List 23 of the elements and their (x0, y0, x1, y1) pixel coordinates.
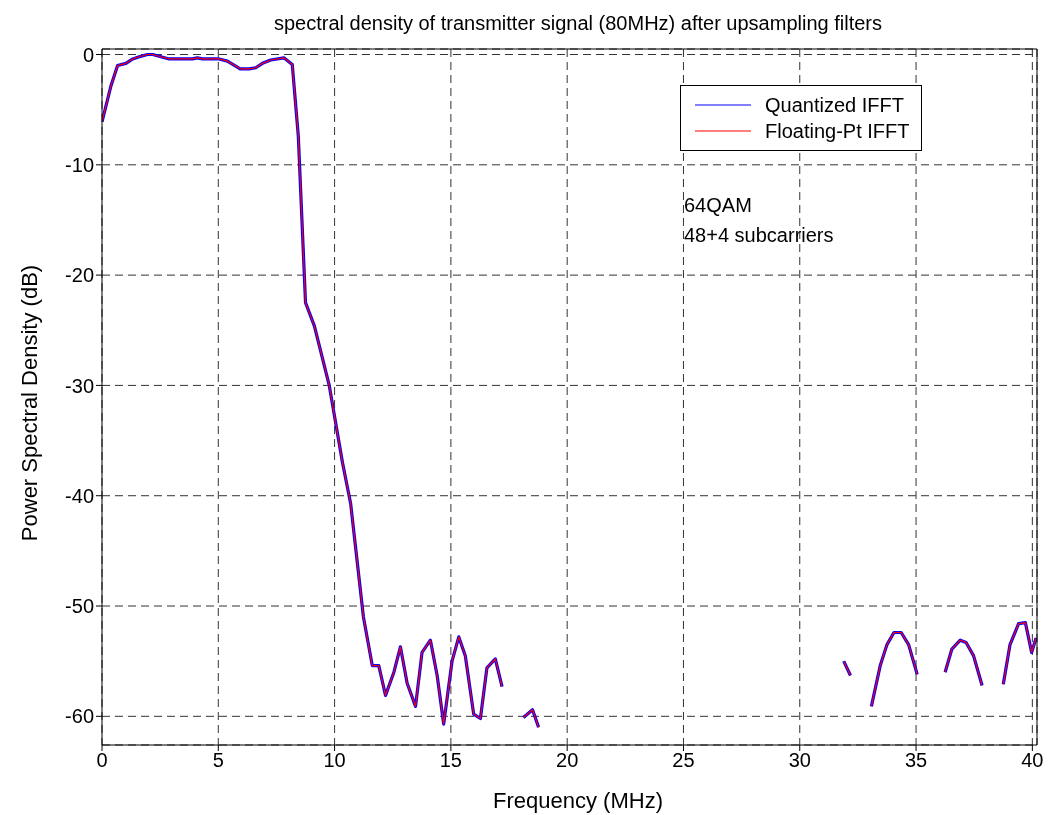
y-tick-label: -40 (65, 484, 94, 507)
y-axis-title: Power Spectral Density (dB) (17, 264, 43, 542)
y-tick-label: -20 (65, 264, 94, 287)
x-tick-label: 20 (556, 749, 579, 772)
x-tick-label: 30 (788, 749, 811, 772)
legend-label: Quantized IFFT (765, 93, 904, 118)
x-axis-title: Frequency (MHz) (492, 788, 664, 814)
chart-title: spectral density of transmitter signal (80MHz) after upsampling filters (273, 12, 883, 35)
y-tick-label: -60 (65, 705, 94, 728)
y-tick-label: -10 (65, 153, 94, 176)
x-tick-label: 35 (904, 749, 928, 772)
y-tick-label: -50 (65, 595, 94, 618)
x-tick-label: 25 (672, 749, 695, 772)
x-tick-label: 40 (1021, 749, 1044, 772)
x-tick-label: 0 (96, 749, 108, 772)
y-tick-label: -30 (65, 374, 94, 397)
legend-label: Floating-Pt IFFT (765, 119, 910, 144)
y-tick-label: 0 (82, 43, 94, 66)
x-tick-label: 15 (439, 749, 463, 772)
x-tick-label: 5 (212, 749, 224, 772)
annotation: 48+4 subcarriers (684, 224, 834, 247)
annotation: 64QAM (684, 194, 752, 217)
x-tick-label: 10 (323, 749, 346, 772)
